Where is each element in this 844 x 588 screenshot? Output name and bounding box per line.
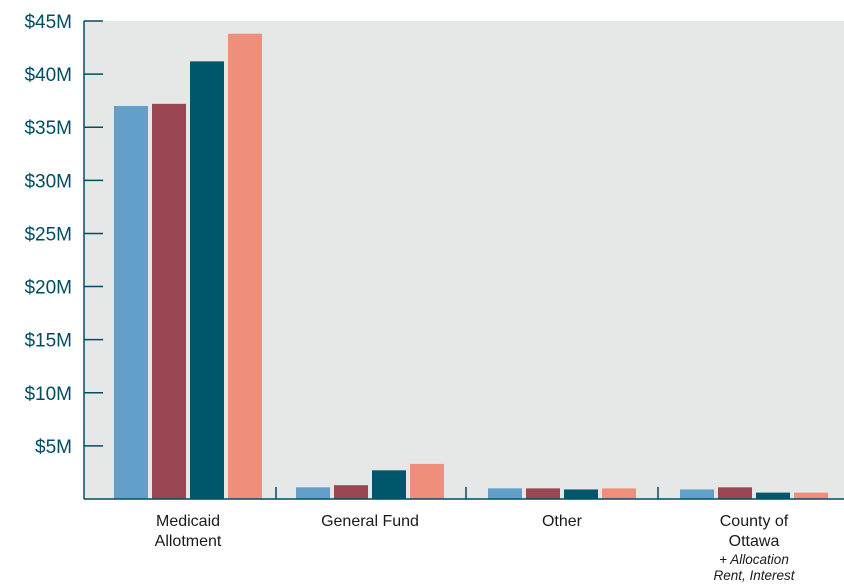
bar-0-2 (190, 61, 224, 500)
bar-3-3 (794, 492, 828, 499)
category-label: Other (542, 513, 583, 530)
y-tick-label: $15M (24, 331, 72, 352)
y-tick-label: $10M (24, 384, 72, 405)
bar-0-3 (228, 33, 262, 499)
y-tick-labels: $5M $10M $15M $20M $25M $30M $35M $40M $45M (24, 12, 72, 458)
category-sublabel: Rent, Interest (713, 568, 795, 583)
category-label: Ottawa (729, 533, 780, 550)
category-label: County of (720, 513, 789, 530)
y-tick-label: $45M (24, 12, 72, 33)
bars-group (114, 33, 828, 500)
y-tick-label: $30M (24, 171, 72, 192)
bar-2-1 (526, 488, 560, 499)
bar-2-0 (488, 488, 522, 499)
y-tick-label: $40M (24, 65, 72, 86)
bar-3-2 (756, 492, 790, 499)
y-tick-label: $5M (35, 437, 72, 458)
y-tick-label: $20M (24, 278, 72, 299)
bar-2-2 (564, 489, 598, 499)
bar-1-1 (334, 485, 368, 499)
bar-1-3 (410, 463, 444, 499)
bar-3-1 (718, 487, 752, 499)
y-tick-label: $35M (24, 118, 72, 139)
category-label: Medicaid (156, 513, 220, 530)
y-tick-label: $25M (24, 224, 72, 245)
category-label: Allotment (155, 533, 222, 550)
bar-3-0 (680, 489, 714, 499)
bar-1-0 (296, 487, 330, 499)
bar-2-3 (602, 488, 636, 499)
category-label: General Fund (321, 513, 419, 530)
bar-0-0 (114, 105, 148, 499)
axes-group (83, 20, 844, 500)
bar-1-2 (372, 470, 406, 499)
x-category-labels: Medicaid Allotment General Fund Other County… (155, 513, 796, 583)
bar-0-1 (152, 103, 186, 499)
category-sublabel: + Allocation (719, 552, 789, 567)
